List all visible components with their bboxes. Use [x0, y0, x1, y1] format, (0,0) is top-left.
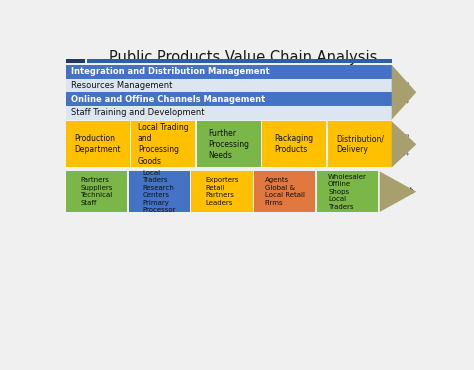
Text: Export: Export — [383, 187, 414, 196]
Bar — [66, 92, 392, 106]
Bar — [87, 60, 392, 63]
Bar — [191, 171, 253, 212]
Text: Export: Export — [401, 133, 407, 156]
Bar — [66, 60, 85, 63]
Text: Local Trading
and
Processing
Goods: Local Trading and Processing Goods — [138, 123, 189, 165]
Text: Wholesaler
Offline
Shops
Local
Traders: Wholesaler Offline Shops Local Traders — [328, 174, 367, 210]
Text: Integration and Distribution Management: Integration and Distribution Management — [72, 67, 270, 76]
Bar — [66, 171, 127, 212]
Bar — [262, 121, 326, 168]
Bar — [131, 121, 195, 168]
Bar — [328, 121, 392, 168]
Text: Export: Export — [401, 81, 407, 104]
Text: Production
Department: Production Department — [74, 134, 121, 154]
Bar — [128, 171, 190, 212]
Text: Staff Training and Development: Staff Training and Development — [72, 108, 205, 117]
Text: Agents
Global &
Local Retail
Firms: Agents Global & Local Retail Firms — [265, 178, 305, 206]
Bar — [254, 171, 315, 212]
Text: Packaging
Products: Packaging Products — [275, 134, 314, 154]
Text: Online and Offine Channels Management: Online and Offine Channels Management — [72, 95, 265, 104]
Text: Further
Processing
Needs: Further Processing Needs — [208, 129, 249, 160]
Bar — [66, 65, 392, 78]
Text: Distribution/
Delivery: Distribution/ Delivery — [336, 134, 384, 154]
Bar — [197, 121, 261, 168]
Text: Local
Traders
Research
Centers
Primary
Processor: Local Traders Research Centers Primary P… — [143, 170, 176, 213]
Polygon shape — [380, 171, 416, 212]
Polygon shape — [392, 65, 416, 120]
Text: Public Products Value Chain Analysis: Public Products Value Chain Analysis — [109, 50, 377, 64]
Text: Partners
Suppliers
Technical
Staff: Partners Suppliers Technical Staff — [80, 178, 113, 206]
Bar — [66, 106, 392, 120]
Text: Exporters
Retail
Partners
Leaders: Exporters Retail Partners Leaders — [205, 178, 239, 206]
Text: Resources Management: Resources Management — [72, 81, 173, 90]
Bar — [66, 78, 392, 92]
Bar — [66, 121, 130, 168]
Polygon shape — [392, 121, 416, 168]
Bar — [317, 171, 378, 212]
